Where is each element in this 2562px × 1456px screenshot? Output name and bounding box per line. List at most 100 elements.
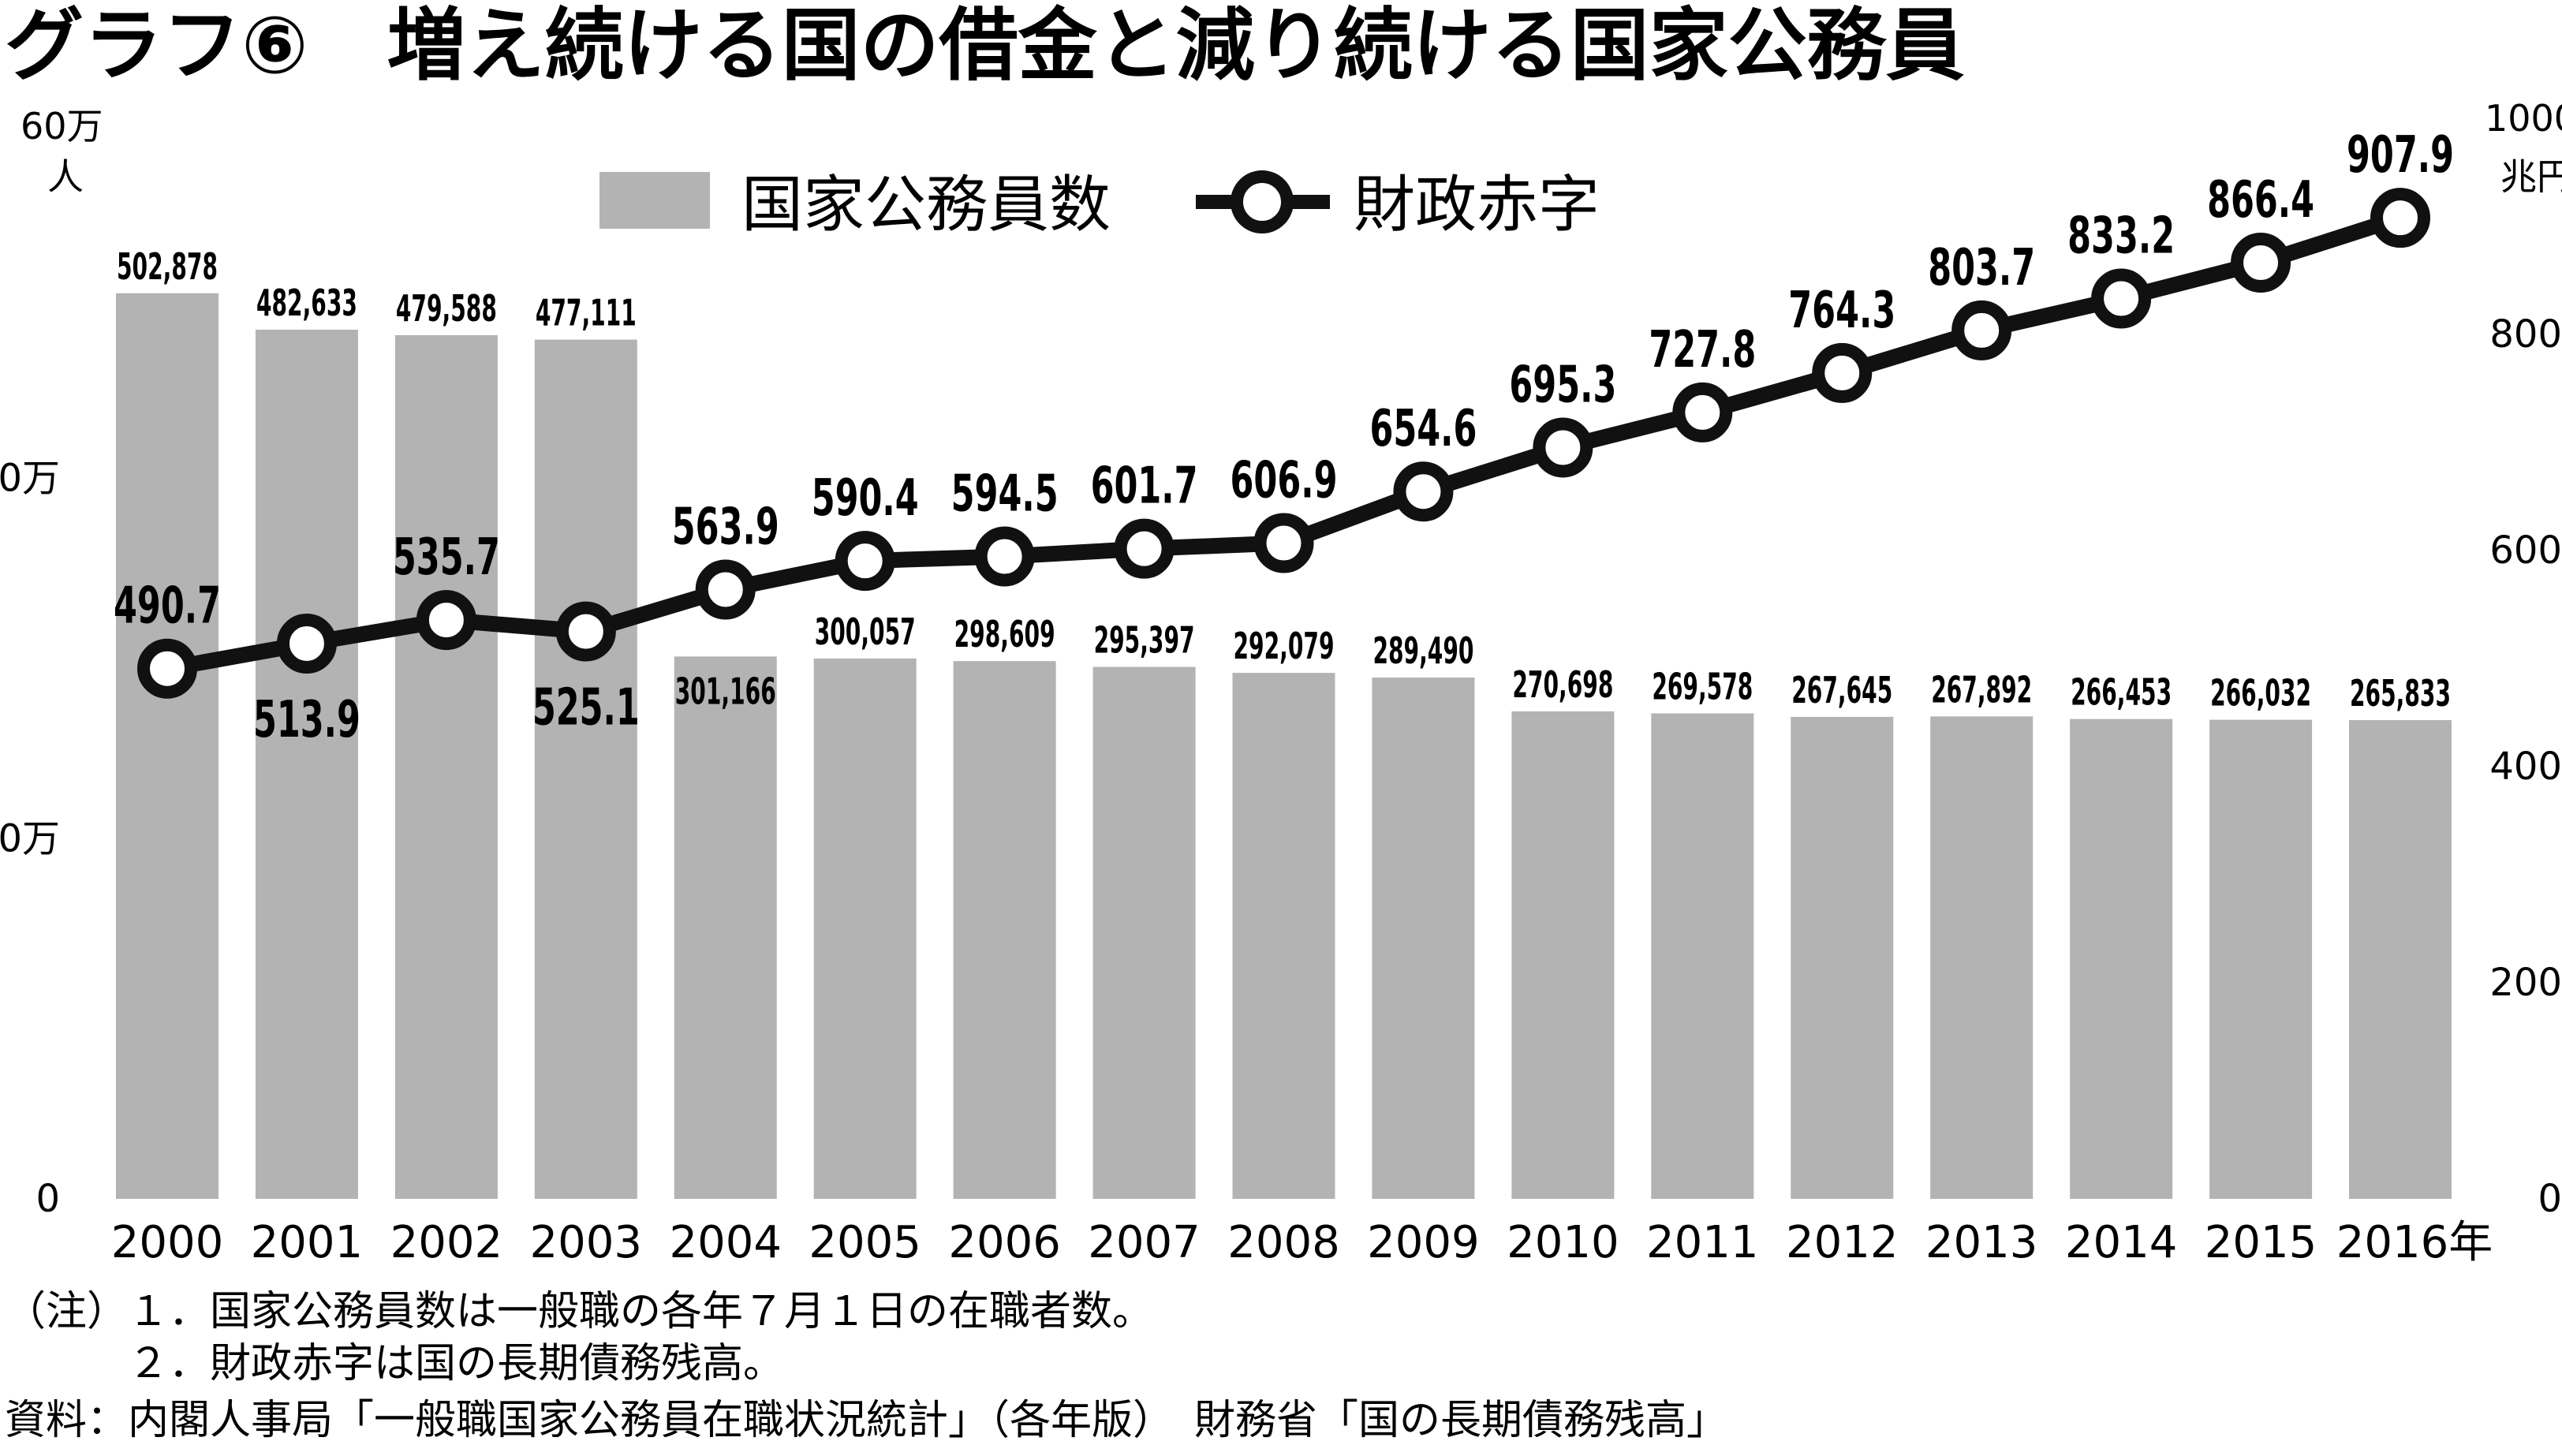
right-axis-tick-1: 200	[2489, 961, 2562, 1005]
legend-bar-swatch	[599, 172, 710, 229]
deficit-label-2012: 764.3	[1788, 282, 1895, 340]
bar-2016	[2349, 720, 2452, 1199]
deficit-line	[137, 188, 2430, 699]
year-label-2009: 2009	[1367, 1217, 1480, 1268]
year-labels: 2000 2001 2002 2003 2004 2005 2006 2007 2008 2009…	[111, 1217, 2493, 1268]
deficit-label-2007: 601.7	[1091, 457, 1198, 516]
right-axis-tick-2: 400	[2489, 745, 2562, 789]
left-axis-unit-top: 60万	[21, 105, 103, 147]
deficit-point-2008	[1253, 513, 1314, 573]
left-axis-unit-bottom: 人	[47, 155, 84, 198]
deficit-point-2002	[416, 590, 476, 651]
deficit-label-2013: 803.7	[1928, 239, 2035, 297]
bar-2002	[394, 334, 498, 1200]
deficit-label-2004: 563.9	[672, 498, 779, 556]
deficit-label-2011: 727.8	[1649, 321, 1756, 379]
bar-2004	[674, 656, 777, 1199]
bar-2006	[953, 661, 1056, 1199]
year-label-2006: 2006	[948, 1217, 1061, 1268]
bar-label-2005: 300,057	[815, 610, 916, 653]
deficit-point-2011	[1672, 382, 1733, 442]
deficit-label-2015: 866.4	[2207, 171, 2314, 230]
bar-2000	[116, 293, 218, 1199]
bar-label-2002: 479,588	[396, 287, 497, 330]
legend: 国家公務員数 財政赤字	[599, 170, 1600, 241]
year-label-2016: 2016年	[2336, 1217, 2493, 1268]
deficit-point-2000	[137, 638, 197, 699]
year-label-2001: 2001	[251, 1217, 364, 1268]
bar-label-2007: 295,397	[1094, 619, 1195, 662]
left-axis-tick-0: 0	[35, 1177, 60, 1221]
deficit-label-2016: 907.9	[2347, 126, 2454, 185]
year-label-2008: 2008	[1227, 1217, 1340, 1268]
year-label-2010: 2010	[1507, 1217, 1619, 1268]
year-label-2015: 2015	[2205, 1217, 2317, 1268]
bar-label-2006: 298,609	[954, 613, 1055, 655]
year-label-2004: 2004	[669, 1217, 782, 1268]
bar-2007	[1092, 666, 1196, 1199]
bar-label-2000: 502,878	[117, 245, 218, 288]
bar-2014	[2070, 719, 2173, 1199]
legend-line-marker	[1231, 170, 1294, 233]
right-axis-unit-top: 1000	[2485, 97, 2562, 140]
right-axis-ticks: 0 200 400 600 800	[2489, 312, 2562, 1221]
deficit-labels: 490.7 513.9 535.7 525.1 563.9 590.4 594.5 601.7…	[114, 126, 2454, 749]
left-axis-tick-2: 40万	[0, 457, 60, 501]
deficit-label-2008: 606.9	[1231, 452, 1338, 510]
right-axis-tick-3: 600	[2489, 528, 2562, 573]
bar-label-2001: 482,633	[256, 282, 357, 324]
deficit-point-2009	[1393, 461, 1454, 522]
year-label-2013: 2013	[1925, 1217, 2038, 1268]
deficit-point-2006	[974, 526, 1035, 587]
bar-2001	[255, 329, 358, 1199]
deficit-label-2010: 695.3	[1509, 356, 1616, 414]
bar-2009	[1372, 677, 1475, 1199]
deficit-point-2003	[555, 601, 616, 662]
bar-label-2016: 265,833	[2350, 672, 2451, 715]
legend-line-label: 財政赤字	[1354, 170, 1600, 241]
bar-label-2008: 292,079	[1234, 625, 1335, 667]
deficit-label-2002: 535.7	[393, 528, 500, 587]
deficit-point-2001	[276, 613, 337, 674]
deficit-label-2009: 654.6	[1369, 400, 1477, 458]
year-label-2000: 2000	[111, 1217, 224, 1268]
bar-label-2010: 270,698	[1512, 663, 1613, 706]
bar-label-2009: 289,490	[1372, 629, 1473, 672]
deficit-point-2010	[1533, 417, 1593, 478]
deficit-point-2014	[2091, 268, 2152, 329]
left-axis-ticks: 0 20万 40万	[0, 457, 60, 1221]
bar-2011	[1651, 713, 1754, 1199]
deficit-label-2003: 525.1	[532, 679, 640, 737]
deficit-label-2000: 490.7	[114, 577, 221, 636]
bars	[116, 293, 2452, 1200]
year-label-2011: 2011	[1646, 1217, 1759, 1268]
deficit-label-2014: 833.2	[2067, 207, 2175, 266]
bar-label-2003: 477,111	[536, 292, 637, 334]
year-label-2002: 2002	[390, 1217, 503, 1268]
deficit-point-2004	[695, 559, 756, 620]
legend-bar-label: 国家公務員数	[741, 170, 1111, 241]
bar-2008	[1232, 673, 1335, 1199]
note-line-1: （注）１．国家公務員数は一般職の各年７月１日の在職者数。	[5, 1288, 1153, 1335]
deficit-point-2015	[2231, 233, 2291, 293]
bar-label-2015: 266,032	[2210, 672, 2311, 715]
deficit-label-2005: 590.4	[812, 469, 919, 528]
chart-title: グラフ⑥ 増え続ける国の借金と減り続ける国家公務員	[5, 0, 1965, 91]
note-line-3: 資料：内閣人事局「一般職国家公務員在職状況統計」（各年版） 財務省「国の長期債務…	[5, 1397, 1727, 1444]
deficit-label-2001: 513.9	[253, 691, 360, 749]
bar-labels: 502,878 482,633 479,588 477,111 301,166 300,0…	[117, 245, 2451, 715]
bar-label-2014: 266,453	[2071, 671, 2172, 714]
bar-2015	[2209, 719, 2313, 1199]
deficit-point-2012	[1812, 342, 1873, 403]
bar-2003	[534, 339, 637, 1199]
note-line-2: ２．財政赤字は国の長期債務残高。	[5, 1340, 784, 1387]
bar-label-2004: 301,166	[675, 670, 776, 712]
notes: （注）１．国家公務員数は一般職の各年７月１日の在職者数。 ２．財政赤字は国の長期…	[5, 1288, 1727, 1444]
bar-label-2011: 269,578	[1652, 665, 1753, 707]
deficit-point-2013	[1951, 300, 2012, 360]
left-axis-tick-1: 20万	[0, 816, 60, 861]
deficit-line-path	[166, 210, 2403, 677]
right-axis-tick-4: 800	[2489, 312, 2562, 357]
deficit-point-2016	[2370, 188, 2430, 248]
